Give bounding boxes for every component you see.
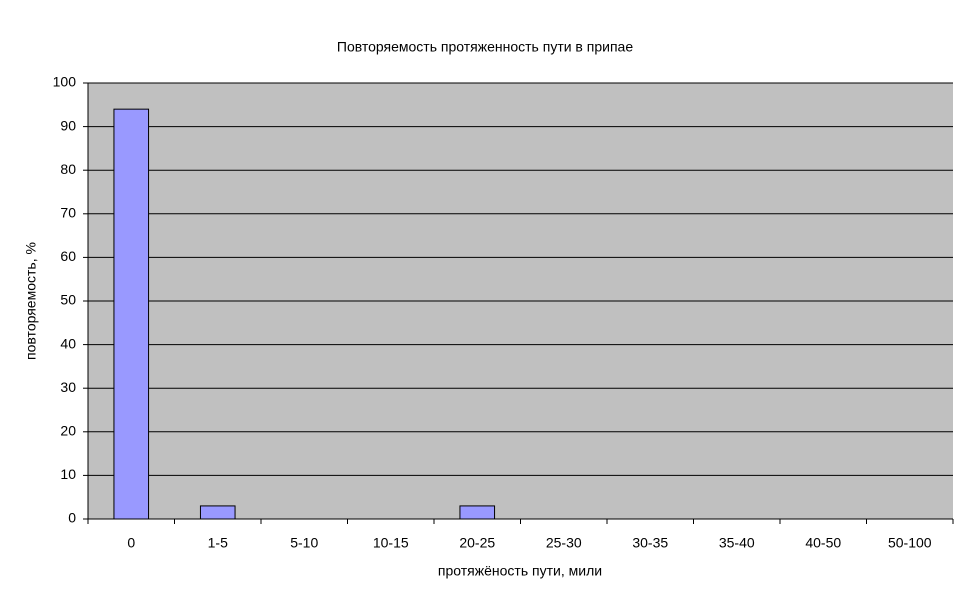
bar [113,108,150,520]
x-tick-label: 40-50 [805,535,841,551]
x-tick-label: 0 [127,535,135,551]
bar [459,505,496,520]
x-tick-label: 20-25 [459,535,495,551]
y-tick-label: 40 [60,335,76,351]
y-axis-label: повторяемость, % [23,242,39,360]
y-tick-label: 80 [60,161,76,177]
y-tick-label: 0 [68,510,76,526]
x-axis-label: протяжёность пути, мили [438,563,602,579]
y-tick-label: 90 [60,117,76,133]
x-tick-label: 30-35 [632,535,668,551]
y-tick-label: 20 [60,423,76,439]
x-tick-label: 25-30 [546,535,582,551]
bar [199,505,236,520]
x-tick-label: 10-15 [373,535,409,551]
y-tick-label: 10 [60,466,76,482]
x-tick-label: 5-10 [290,535,318,551]
x-tick-label: 50-100 [888,535,932,551]
chart-title: Повторяемость протяженность пути в припа… [337,39,633,55]
y-tick-label: 30 [60,379,76,395]
y-tick-label: 70 [60,205,76,221]
y-tick-label: 60 [60,248,76,264]
y-tick-label: 100 [53,74,77,90]
y-tick-label: 50 [60,292,76,308]
x-tick-label: 35-40 [719,535,755,551]
x-tick-label: 1-5 [208,535,228,551]
